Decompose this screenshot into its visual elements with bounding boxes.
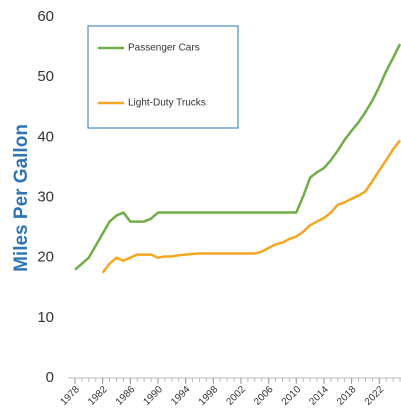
legend-label: Light-Duty Trucks bbox=[128, 98, 206, 109]
y-tick-label: 60 bbox=[37, 8, 54, 25]
x-tick-label: 1998 bbox=[197, 384, 221, 408]
x-tick-label: 2002 bbox=[224, 384, 248, 408]
x-tick-label: 1982 bbox=[86, 384, 110, 408]
x-tick-label: 2006 bbox=[252, 384, 276, 408]
x-tick-label: 2022 bbox=[363, 384, 387, 408]
legend-label: Passenger Cars bbox=[128, 43, 200, 54]
series-line bbox=[101, 139, 401, 274]
x-tick-label: 2018 bbox=[335, 384, 359, 408]
y-axis-label: Miles Per Gallon bbox=[11, 124, 32, 272]
x-tick-label: 1986 bbox=[114, 384, 138, 408]
legend-box bbox=[87, 25, 239, 129]
y-tick-label: 20 bbox=[37, 249, 54, 266]
x-tick-label: 1990 bbox=[141, 384, 165, 408]
series-line bbox=[74, 43, 401, 271]
x-tick-label: 1978 bbox=[58, 384, 82, 408]
x-tick-label: 2010 bbox=[280, 384, 304, 408]
y-tick-label: 30 bbox=[37, 188, 54, 205]
y-tick-label: 10 bbox=[37, 309, 54, 326]
x-tick-label: 1994 bbox=[169, 384, 193, 408]
y-tick-label: 50 bbox=[37, 68, 54, 85]
y-tick-label: 40 bbox=[37, 128, 54, 145]
x-tick-label: 2014 bbox=[307, 384, 331, 408]
y-tick-label: 0 bbox=[46, 369, 54, 386]
